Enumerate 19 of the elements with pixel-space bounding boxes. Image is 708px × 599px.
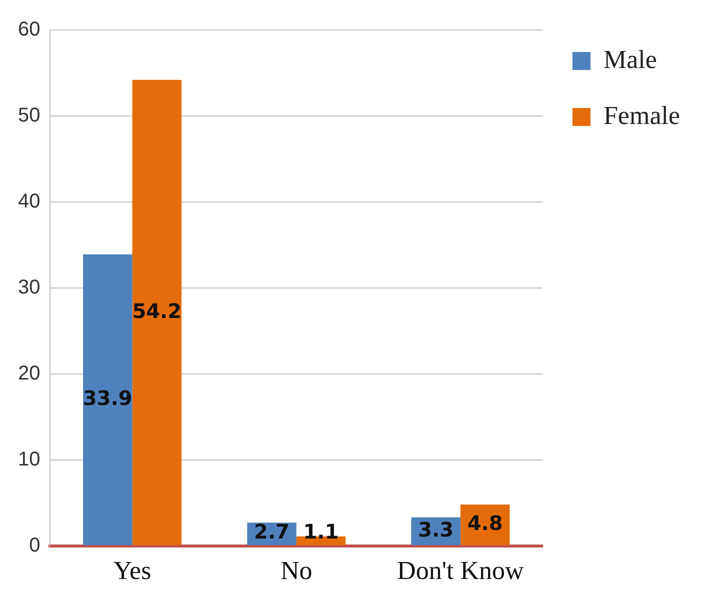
y-tick-label: 30 xyxy=(18,276,40,298)
y-tick-label: 40 xyxy=(18,190,40,212)
data-label: 2.7 xyxy=(254,520,290,544)
y-tick-label: 50 xyxy=(18,104,40,126)
x-tick-label: Don't Know xyxy=(397,556,524,586)
x-tick-label: No xyxy=(280,556,312,586)
x-tick-label: Yes xyxy=(113,556,152,586)
y-tick-label: 10 xyxy=(18,448,40,470)
y-tick-label: 20 xyxy=(18,362,40,384)
data-label: 33.9 xyxy=(82,386,132,410)
data-label: 4.8 xyxy=(467,511,503,536)
legend-label: Male xyxy=(603,44,657,74)
legend-label: Female xyxy=(603,100,680,130)
y-tick-label: 60 xyxy=(18,18,40,41)
data-label: 54.2 xyxy=(132,298,182,323)
y-tick-label: 0 xyxy=(29,534,40,556)
data-label: 3.3 xyxy=(418,518,454,542)
bar xyxy=(83,254,132,546)
bar xyxy=(132,80,182,546)
